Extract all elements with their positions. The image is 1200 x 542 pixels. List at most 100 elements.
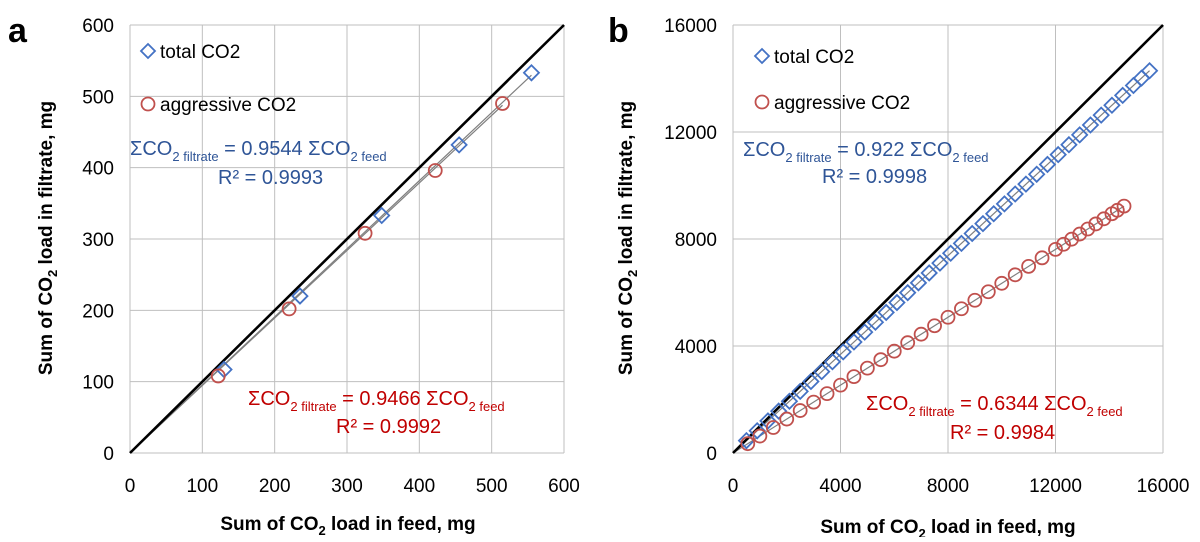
panel-b: b 0 4000 8000 12000 16000 0 4000 8000 12000 16000…	[608, 12, 1190, 541]
total-co2-point	[812, 362, 831, 381]
aggressive-co2-point	[1021, 258, 1037, 274]
total-co2-point	[450, 136, 468, 154]
y-tick-label: 400	[82, 159, 114, 180]
aggressive-co2-point	[740, 436, 756, 452]
legend-aggressive-label: aggressive CO2	[774, 93, 910, 114]
panel-b-label: b	[608, 12, 629, 50]
y-tick-label: 100	[82, 373, 114, 394]
y-tick-label: 8000	[675, 230, 717, 251]
panel-a-aggressive-equation: ΣCO2 filtrate = 0.9466 ΣCO2 feed	[248, 388, 505, 414]
aggressive-co2-point	[752, 428, 768, 444]
total-co2-point	[823, 352, 842, 371]
aggressive-co2-point	[427, 163, 443, 178]
aggressive-co2-point	[980, 284, 996, 300]
x-tick-label: 400	[403, 476, 435, 497]
total-co2-point	[952, 234, 971, 253]
x-tick-label: 12000	[1029, 476, 1082, 497]
aggressive-co2-point	[765, 420, 781, 435]
y-tick-label: 500	[82, 87, 114, 108]
y-tick-label: 4000	[675, 337, 717, 358]
total-co2-point	[909, 274, 928, 292]
total-co2-point	[920, 264, 938, 282]
total-co2-point	[1092, 106, 1110, 124]
total-co2-point	[1103, 96, 1121, 115]
aggressive-co2-point	[210, 368, 226, 384]
panel-b-total-equation: ΣCO2 filtrate = 0.922 ΣCO2 feed	[743, 139, 989, 165]
aggressive-co2-point	[1096, 211, 1112, 227]
y-tick-label: 600	[82, 16, 114, 37]
panel-a-total-r2: R² = 0.9993	[218, 167, 323, 189]
x-tick-label: 8000	[927, 476, 969, 497]
y-tick-label: 16000	[664, 16, 717, 37]
y-tick-label: 300	[82, 230, 114, 251]
aggressive-co2-point	[913, 326, 929, 342]
x-tick-label: 500	[476, 476, 508, 497]
total-co2-point	[1070, 126, 1089, 144]
aggressive-co2-point	[779, 411, 795, 427]
panel-a-total-equation: ΣCO2 filtrate = 0.9544 ΣCO2 feed	[130, 138, 387, 164]
total-co2-point	[291, 287, 309, 305]
panel-b-total-r2: R² = 0.9998	[822, 166, 927, 188]
aggressive-co2-point	[886, 343, 902, 359]
total-co2-point	[1038, 155, 1057, 174]
total-co2-point	[372, 206, 391, 225]
aggressive-co2-point	[819, 386, 835, 402]
total-co2-point	[877, 303, 895, 322]
total-co2-point	[791, 382, 809, 401]
total-co2-point	[748, 422, 766, 440]
x-tick-label: 16000	[1137, 476, 1190, 497]
aggressive-co2-point	[1088, 216, 1104, 232]
x-tick-label: 0	[125, 476, 136, 497]
total-co2-point	[855, 323, 874, 341]
x-tick-label: 4000	[819, 476, 861, 497]
aggressive-co2-point	[792, 403, 808, 418]
panel-a-identity-line	[129, 24, 565, 454]
aggressive-co2-point	[1056, 236, 1071, 252]
panel-a-fit-lines	[129, 74, 532, 454]
panel-a-tick-labels: 0 100 200 300 400 500 600 0 100 200 300 400 500 600	[82, 16, 580, 497]
total-co2-point	[1113, 86, 1132, 105]
total-co2-point	[780, 392, 799, 410]
total-co2-point	[834, 343, 852, 361]
aggressive-co2-point	[994, 275, 1010, 291]
panel-a-label: a	[8, 12, 28, 50]
total-co2-point	[1060, 135, 1078, 154]
total-co2-point	[522, 64, 541, 82]
aggressive-co2-point	[1048, 241, 1063, 257]
legend-total-label: total CO2	[160, 42, 240, 63]
panel-a-x-axis-title: Sum of CO2 load in feed, mg	[220, 514, 475, 537]
aggressive-co2-point	[495, 96, 510, 111]
total-co2-point	[802, 372, 820, 391]
aggressive-co2-point	[1116, 198, 1132, 214]
one-to-one-line	[129, 24, 565, 454]
panel-b-aggressive-equation: ΣCO2 filtrate = 0.6344 ΣCO2 feed	[866, 393, 1123, 419]
total-co2-point	[974, 214, 992, 233]
panel-a-legend: total CO2 aggressive CO2	[139, 42, 296, 116]
total-co2-point	[1140, 61, 1159, 80]
x-tick-label: 100	[186, 476, 218, 497]
aggressive-co2-point	[1072, 226, 1088, 242]
aggressive-co2-point	[873, 352, 889, 368]
panel-a-points	[210, 64, 541, 384]
total-co2-point	[845, 333, 863, 351]
aggressive-co2-point	[281, 301, 297, 317]
total-co2-point	[1081, 116, 1100, 134]
total-co2-point	[931, 254, 949, 272]
total-co2-point	[898, 283, 917, 302]
panel-b-y-axis-title: Sum of CO2 load in filtrate, mg	[616, 101, 640, 375]
total-co2-point	[866, 313, 885, 332]
aggressive-co2-point	[833, 377, 848, 393]
total-co2-point	[984, 205, 1003, 223]
aggressive-co2-point	[900, 335, 916, 351]
panel-a: a 0 100 200 300 400 500 600 0 100 200 300 400 500 600…	[8, 12, 580, 538]
y-tick-label: 200	[82, 301, 114, 322]
aggressive-co2-point	[967, 292, 983, 308]
total-co2-point	[995, 195, 1014, 213]
aggressive-co2-point	[927, 318, 942, 334]
y-tick-label: 0	[103, 444, 114, 465]
x-tick-label: 200	[259, 476, 291, 497]
legend-total-diamond-icon	[139, 42, 157, 60]
trendline	[129, 104, 503, 454]
